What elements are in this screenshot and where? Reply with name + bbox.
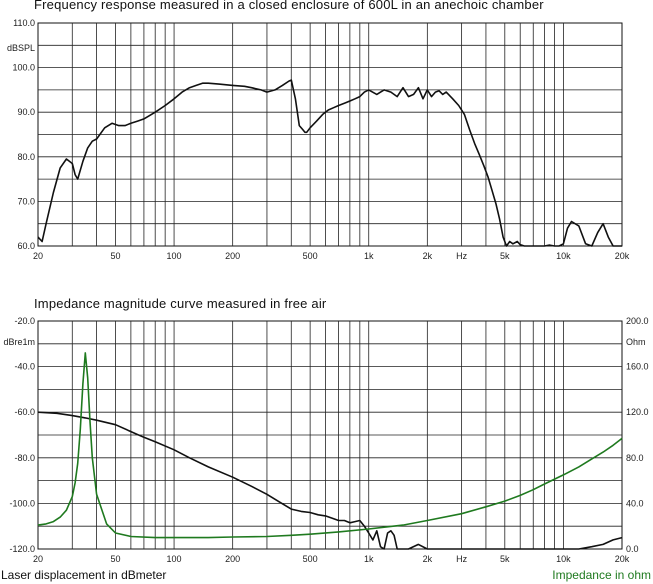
x-tick-label: 200 (225, 251, 240, 261)
x-tick-label: 1k (364, 251, 374, 261)
x-tick-label: 200 (225, 554, 240, 564)
x-tick-label: 20k (615, 554, 630, 564)
series-line-1 (37, 352, 623, 539)
y-axis-unit-label: dBSPL (7, 43, 35, 53)
x-tick-label: 100 (167, 554, 182, 564)
x-tick-label: 100 (167, 251, 182, 261)
frequency-response-title: Frequency response measured in a closed … (34, 0, 544, 12)
x-tick-label: 20 (33, 251, 43, 261)
x-tick-label: 20k (615, 251, 630, 261)
x-tick-label: 5k (500, 251, 510, 261)
x-axis-unit-label: Hz (456, 554, 467, 564)
series-line-0 (37, 411, 623, 550)
y2-tick-label: 0.0 (626, 544, 639, 554)
impedance-legend-label: Impedance in ohm (552, 568, 651, 582)
y2-axis-unit-label: Ohm (626, 337, 646, 347)
y-axis-unit-label: dBre1m (3, 337, 35, 347)
x-axis-unit-label: Hz (456, 251, 467, 261)
y-tick-label: 60.0 (17, 241, 35, 251)
y-tick-label: 80.0 (17, 152, 35, 162)
x-tick-label: 5k (500, 554, 510, 564)
x-tick-label: 10k (556, 554, 571, 564)
frequency-response-chart: 110.0 100.0 90.0 80.0 70.0 60.0 dBSPL 20 50 100 20… (7, 18, 630, 261)
y-tick-label: -80.0 (14, 453, 35, 463)
y-tick-label: -20.0 (14, 316, 35, 326)
y2-tick-label: 200.0 (626, 316, 649, 326)
x-tick-label: 2k (423, 554, 433, 564)
series-line-0 (37, 79, 622, 247)
y-tick-label: 90.0 (17, 107, 35, 117)
y2-tick-label: 40.0 (626, 498, 644, 508)
y-tick-label: 70.0 (17, 196, 35, 206)
x-tick-label: 50 (110, 554, 120, 564)
x-tick-label: 50 (110, 251, 120, 261)
x-tick-label: 20 (33, 554, 43, 564)
x-tick-label: 2k (423, 251, 433, 261)
x-tick-label: 1k (364, 554, 374, 564)
x-tick-label: 10k (556, 251, 571, 261)
y-tick-label: 110.0 (13, 18, 35, 28)
y-tick-label: -120.0 (9, 544, 35, 554)
y2-tick-label: 120.0 (626, 407, 649, 417)
y-tick-label: 100.0 (12, 63, 35, 73)
y2-tick-label: 160.0 (626, 362, 649, 372)
displacement-legend-label: Laser displacement in dBmeter (1, 568, 167, 582)
y-tick-label: -40.0 (14, 362, 35, 372)
y2-tick-label: 80.0 (626, 453, 644, 463)
impedance-chart: -20.0 -40.0 -60.0 -80.0 -100.0 -120.0 dBre1m 20… (3, 316, 648, 564)
x-tick-label: 500 (303, 251, 318, 261)
x-tick-label: 500 (303, 554, 318, 564)
impedance-chart-title: Impedance magnitude curve measured in fr… (34, 296, 327, 311)
y-tick-label: -100.0 (9, 498, 35, 508)
y-tick-label: -60.0 (14, 407, 35, 417)
